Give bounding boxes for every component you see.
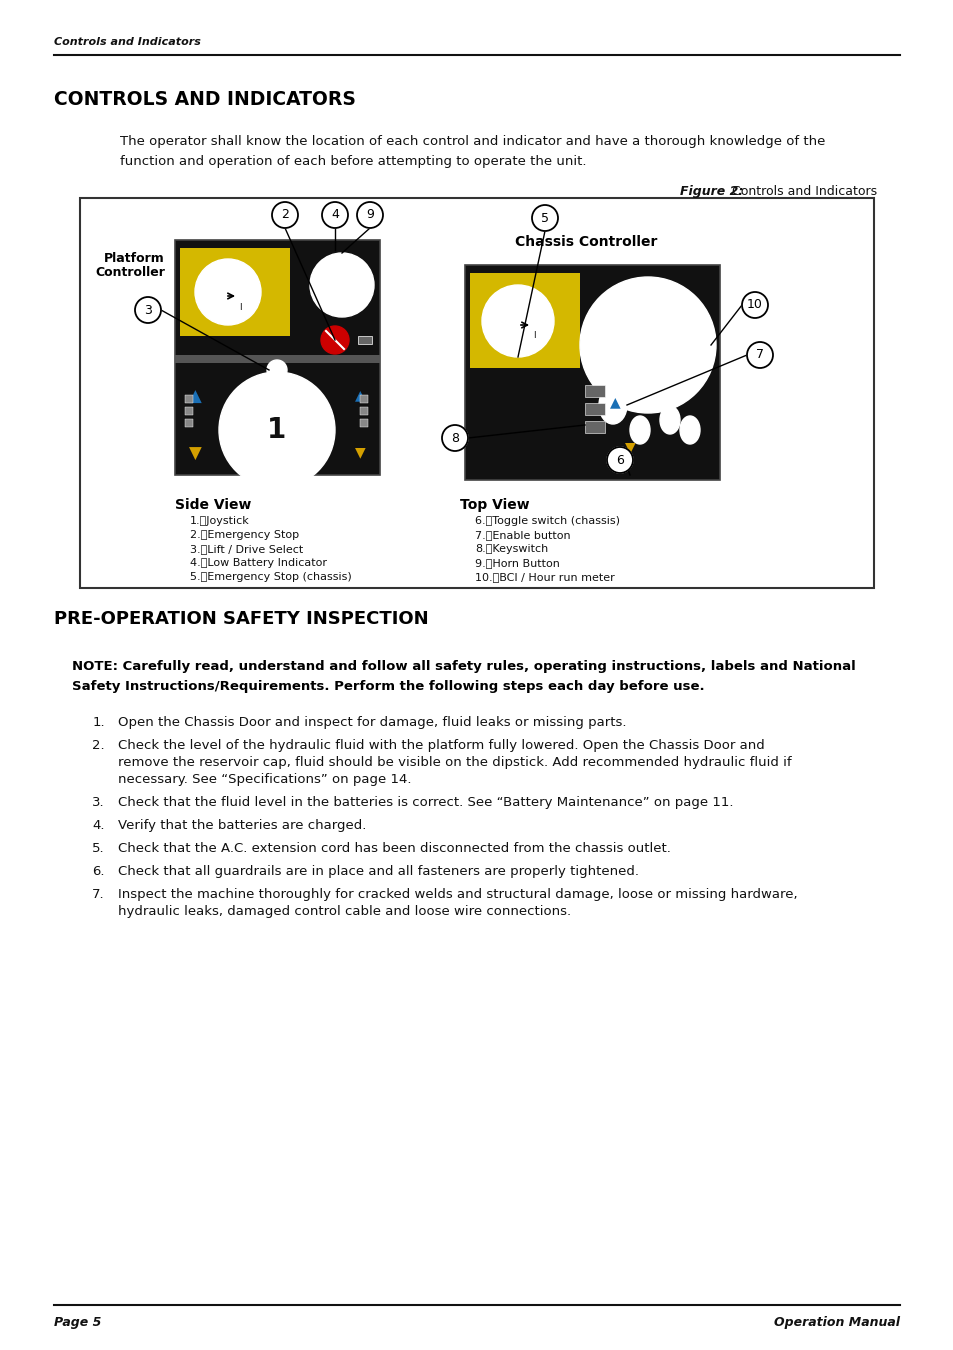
Text: 5.: 5. (92, 842, 105, 855)
Text: Top View: Top View (459, 498, 529, 512)
Text: Controller: Controller (95, 266, 165, 279)
Text: I: I (532, 331, 535, 339)
Text: Inspect the machine thoroughly for cracked welds and structural damage, loose or: Inspect the machine thoroughly for crack… (118, 888, 797, 900)
Circle shape (741, 292, 767, 319)
Bar (359, 418, 368, 427)
Bar (359, 406, 368, 414)
Text: 9: 9 (366, 208, 374, 221)
Text: PRE-OPERATION SAFETY INSPECTION: PRE-OPERATION SAFETY INSPECTION (54, 610, 428, 628)
Bar (80, 198, 873, 589)
Bar (180, 248, 290, 336)
Text: remove the reservoir cap, fluid should be visible on the dipstick. Add recommend: remove the reservoir cap, fluid should b… (118, 756, 791, 770)
Text: Side View: Side View (174, 498, 251, 512)
Bar (470, 273, 579, 369)
Text: 4: 4 (331, 208, 338, 221)
Text: Verify that the batteries are charged.: Verify that the batteries are charged. (118, 819, 366, 832)
Text: 1.: 1. (92, 716, 105, 729)
Ellipse shape (598, 386, 626, 424)
Text: Open the Chassis Door and inspect for damage, fluid leaks or missing parts.: Open the Chassis Door and inspect for da… (118, 716, 626, 729)
Circle shape (135, 297, 161, 323)
Text: ▲: ▲ (609, 396, 619, 409)
Text: 6.: 6. (92, 865, 105, 878)
Circle shape (219, 373, 335, 487)
Text: Check that the fluid level in the batteries is correct. See “Battery Maintenance: Check that the fluid level in the batter… (118, 796, 733, 809)
Text: 4.: 4. (92, 819, 105, 832)
Text: Platform: Platform (104, 252, 165, 265)
Bar (185, 406, 193, 414)
Circle shape (356, 202, 382, 228)
Text: 8: 8 (451, 432, 458, 444)
Bar (357, 336, 372, 344)
Text: 5.	Emergency Stop (chassis): 5. Emergency Stop (chassis) (190, 572, 352, 582)
Bar (584, 385, 604, 397)
Text: Operation Manual: Operation Manual (773, 1316, 899, 1328)
Text: NOTE: Carefully read, understand and follow all safety rules, operating instruct: NOTE: Carefully read, understand and fol… (71, 660, 855, 674)
Text: ▼: ▼ (624, 440, 635, 454)
Ellipse shape (679, 416, 700, 444)
Text: 4.	Low Battery Indicator: 4. Low Battery Indicator (190, 558, 327, 568)
Circle shape (579, 277, 716, 413)
Text: 3: 3 (144, 304, 152, 316)
Ellipse shape (629, 416, 649, 444)
Circle shape (746, 342, 772, 369)
Text: Chassis Controller: Chassis Controller (515, 235, 657, 248)
Circle shape (310, 252, 374, 317)
Text: ▲: ▲ (189, 387, 201, 406)
Text: Figure 2:: Figure 2: (679, 185, 742, 198)
Text: ▼: ▼ (355, 446, 365, 459)
Circle shape (322, 202, 348, 228)
Text: 9.	Horn Button: 9. Horn Button (475, 558, 559, 568)
Text: 1: 1 (267, 416, 286, 444)
Text: ▲: ▲ (355, 387, 365, 402)
Text: Check that the A.C. extension cord has been disconnected from the chassis outlet: Check that the A.C. extension cord has b… (118, 842, 670, 855)
Bar (174, 240, 379, 475)
Text: 5: 5 (540, 212, 548, 224)
Text: 6: 6 (616, 454, 623, 467)
Circle shape (532, 205, 558, 231)
Bar (464, 265, 720, 481)
Text: Controls and Indicators: Controls and Indicators (54, 36, 201, 47)
Text: Controls and Indicators: Controls and Indicators (727, 185, 876, 198)
Text: Safety Instructions/Requirements. Perform the following steps each day before us: Safety Instructions/Requirements. Perfor… (71, 680, 704, 693)
Text: 10.	BCI / Hour run meter: 10. BCI / Hour run meter (475, 572, 614, 582)
Text: 7: 7 (755, 348, 763, 362)
Bar (174, 355, 379, 363)
Text: 1.	Joystick: 1. Joystick (190, 516, 250, 526)
Bar (185, 396, 193, 404)
Text: 7.	Enable button: 7. Enable button (475, 531, 570, 540)
Circle shape (481, 285, 554, 356)
Text: 3.: 3. (92, 796, 105, 809)
Text: Page 5: Page 5 (54, 1316, 101, 1328)
Text: ▼: ▼ (189, 446, 201, 463)
Circle shape (272, 202, 297, 228)
Bar (584, 404, 604, 414)
Text: 2: 2 (281, 208, 289, 221)
Circle shape (267, 360, 287, 379)
Text: The operator shall know the location of each control and indicator and have a th: The operator shall know the location of … (120, 135, 824, 148)
Text: 2.	Emergency Stop: 2. Emergency Stop (190, 531, 299, 540)
Text: Check the level of the hydraulic fluid with the platform fully lowered. Open the: Check the level of the hydraulic fluid w… (118, 738, 764, 752)
Text: 8.	Keyswitch: 8. Keyswitch (475, 544, 548, 554)
Bar (359, 396, 368, 404)
Circle shape (441, 425, 468, 451)
Text: I: I (238, 304, 241, 312)
Text: 6.	Toggle switch (chassis): 6. Toggle switch (chassis) (475, 516, 619, 526)
Text: 2.: 2. (92, 738, 105, 752)
Text: Check that all guardrails are in place and all fasteners are properly tightened.: Check that all guardrails are in place a… (118, 865, 639, 878)
Ellipse shape (659, 406, 679, 433)
Bar (584, 421, 604, 433)
Circle shape (606, 447, 633, 472)
Text: necessary. See “Specifications” on page 14.: necessary. See “Specifications” on page … (118, 774, 411, 786)
Bar (185, 418, 193, 427)
Text: 10: 10 (746, 298, 762, 312)
Text: CONTROLS AND INDICATORS: CONTROLS AND INDICATORS (54, 90, 355, 109)
Circle shape (320, 325, 349, 354)
Text: function and operation of each before attempting to operate the unit.: function and operation of each before at… (120, 155, 586, 167)
Circle shape (194, 259, 261, 325)
Text: hydraulic leaks, damaged control cable and loose wire connections.: hydraulic leaks, damaged control cable a… (118, 904, 571, 918)
Text: 3.	Lift / Drive Select: 3. Lift / Drive Select (190, 544, 303, 554)
Text: 7.: 7. (92, 888, 105, 900)
